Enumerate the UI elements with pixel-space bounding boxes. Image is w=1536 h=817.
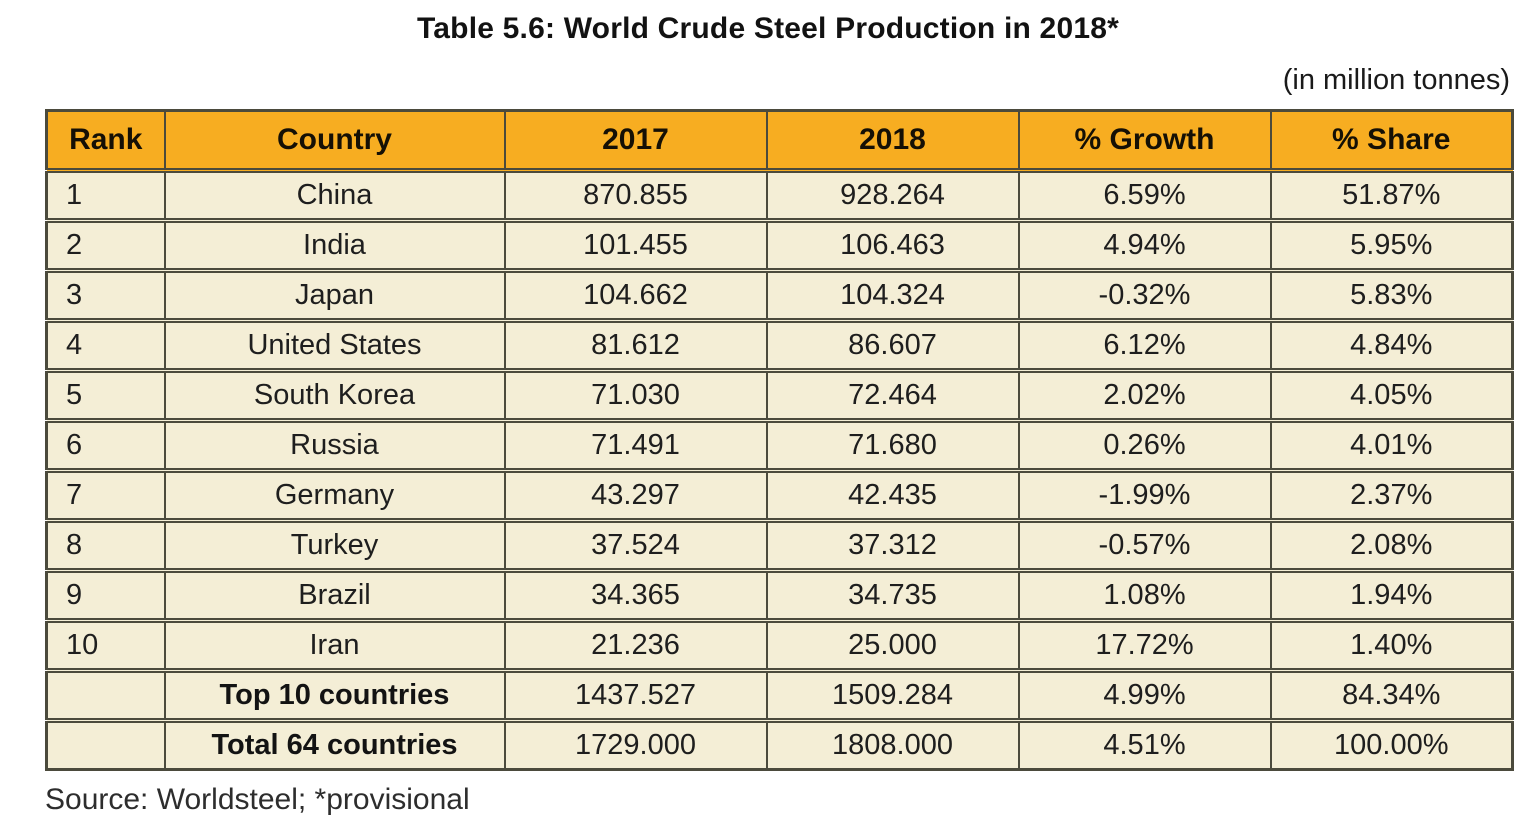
cell-2017: 43.297 (503, 468, 768, 521)
cell-2017: 104.662 (503, 268, 768, 321)
cell-share: 1.94% (1269, 568, 1514, 621)
cell-rank: 4 (45, 318, 166, 371)
cell-country: United States (163, 318, 506, 371)
steel-production-table: Rank Country 2017 2018 % Growth % Share … (45, 109, 1514, 771)
cell-2018: 72.464 (765, 368, 1020, 421)
cell-growth: 6.12% (1017, 318, 1272, 371)
cell-rank: 7 (45, 468, 166, 521)
table-row: 7 Germany 43.297 42.435 -1.99% 2.37% (45, 468, 1514, 521)
table-title: Table 5.6: World Crude Steel Production … (417, 12, 1119, 45)
cell-share: 100.00% (1269, 718, 1514, 770)
cell-rank (45, 668, 166, 721)
summary-row-top10: Top 10 countries 1437.527 1509.284 4.99%… (45, 668, 1514, 721)
cell-2017: 1437.527 (503, 668, 768, 721)
cell-country: Russia (163, 418, 506, 471)
cell-country: China (163, 168, 506, 221)
table-row: 8 Turkey 37.524 37.312 -0.57% 2.08% (45, 518, 1514, 571)
table-row: 4 United States 81.612 86.607 6.12% 4.84… (45, 318, 1514, 371)
cell-country: South Korea (163, 368, 506, 421)
cell-share: 5.83% (1269, 268, 1514, 321)
cell-2017: 81.612 (503, 318, 768, 371)
table-row: 10 Iran 21.236 25.000 17.72% 1.40% (45, 618, 1514, 671)
cell-rank: 9 (45, 568, 166, 621)
table-row: 1 China 870.855 928.264 6.59% 51.87% (45, 168, 1514, 221)
cell-share: 5.95% (1269, 218, 1514, 271)
header-growth: % Growth (1017, 109, 1272, 173)
cell-growth: 17.72% (1017, 618, 1272, 671)
cell-2017: 34.365 (503, 568, 768, 621)
cell-growth: -1.99% (1017, 468, 1272, 521)
cell-rank: 6 (45, 418, 166, 471)
table-row: 2 India 101.455 106.463 4.94% 5.95% (45, 218, 1514, 271)
cell-2018: 42.435 (765, 468, 1020, 521)
table-row: 3 Japan 104.662 104.324 -0.32% 5.83% (45, 268, 1514, 321)
cell-2018: 106.463 (765, 218, 1020, 271)
cell-2017: 1729.000 (503, 718, 768, 770)
cell-growth: -0.32% (1017, 268, 1272, 321)
header-2017: 2017 (503, 109, 768, 173)
cell-country: India (163, 218, 506, 271)
cell-share: 84.34% (1269, 668, 1514, 721)
table-row: 6 Russia 71.491 71.680 0.26% 4.01% (45, 418, 1514, 471)
cell-growth: 0.26% (1017, 418, 1272, 471)
cell-country: Brazil (163, 568, 506, 621)
cell-country: Japan (163, 268, 506, 321)
cell-share: 51.87% (1269, 168, 1514, 221)
cell-rank: 2 (45, 218, 166, 271)
cell-2018: 1509.284 (765, 668, 1020, 721)
cell-share: 4.05% (1269, 368, 1514, 421)
cell-2017: 71.491 (503, 418, 768, 471)
cell-2018: 71.680 (765, 418, 1020, 471)
cell-2017: 21.236 (503, 618, 768, 671)
header-share: % Share (1269, 109, 1514, 173)
cell-country: Total 64 countries (163, 718, 506, 770)
cell-growth: 2.02% (1017, 368, 1272, 421)
cell-share: 4.01% (1269, 418, 1514, 471)
cell-country: Iran (163, 618, 506, 671)
cell-share: 2.37% (1269, 468, 1514, 521)
header-rank: Rank (45, 109, 166, 173)
cell-rank: 10 (45, 618, 166, 671)
cell-2018: 104.324 (765, 268, 1020, 321)
cell-rank: 8 (45, 518, 166, 571)
cell-country: Turkey (163, 518, 506, 571)
cell-2018: 86.607 (765, 318, 1020, 371)
cell-2018: 928.264 (765, 168, 1020, 221)
cell-country: Germany (163, 468, 506, 521)
cell-2017: 870.855 (503, 168, 768, 221)
header-2018: 2018 (765, 109, 1020, 173)
cell-share: 4.84% (1269, 318, 1514, 371)
unit-note: (in million tonnes) (1282, 64, 1510, 96)
cell-2018: 37.312 (765, 518, 1020, 571)
cell-2018: 1808.000 (765, 718, 1020, 770)
source-note: Source: Worldsteel; *provisional (45, 783, 470, 816)
cell-share: 2.08% (1269, 518, 1514, 571)
cell-2017: 37.524 (503, 518, 768, 571)
header-country: Country (163, 109, 506, 173)
cell-growth: 6.59% (1017, 168, 1272, 221)
table-row: 9 Brazil 34.365 34.735 1.08% 1.94% (45, 568, 1514, 621)
cell-growth: 4.94% (1017, 218, 1272, 271)
summary-row-total: Total 64 countries 1729.000 1808.000 4.5… (45, 718, 1514, 770)
table-header-row: Rank Country 2017 2018 % Growth % Share (45, 109, 1514, 173)
cell-growth: -0.57% (1017, 518, 1272, 571)
cell-2018: 25.000 (765, 618, 1020, 671)
cell-rank: 5 (45, 368, 166, 421)
cell-rank: 1 (45, 168, 166, 221)
cell-growth: 1.08% (1017, 568, 1272, 621)
cell-2017: 101.455 (503, 218, 768, 271)
cell-growth: 4.99% (1017, 668, 1272, 721)
cell-2017: 71.030 (503, 368, 768, 421)
cell-share: 1.40% (1269, 618, 1514, 671)
table-row: 5 South Korea 71.030 72.464 2.02% 4.05% (45, 368, 1514, 421)
cell-rank: 3 (45, 268, 166, 321)
cell-rank (45, 718, 166, 770)
cell-country: Top 10 countries (163, 668, 506, 721)
cell-2018: 34.735 (765, 568, 1020, 621)
cell-growth: 4.51% (1017, 718, 1272, 770)
